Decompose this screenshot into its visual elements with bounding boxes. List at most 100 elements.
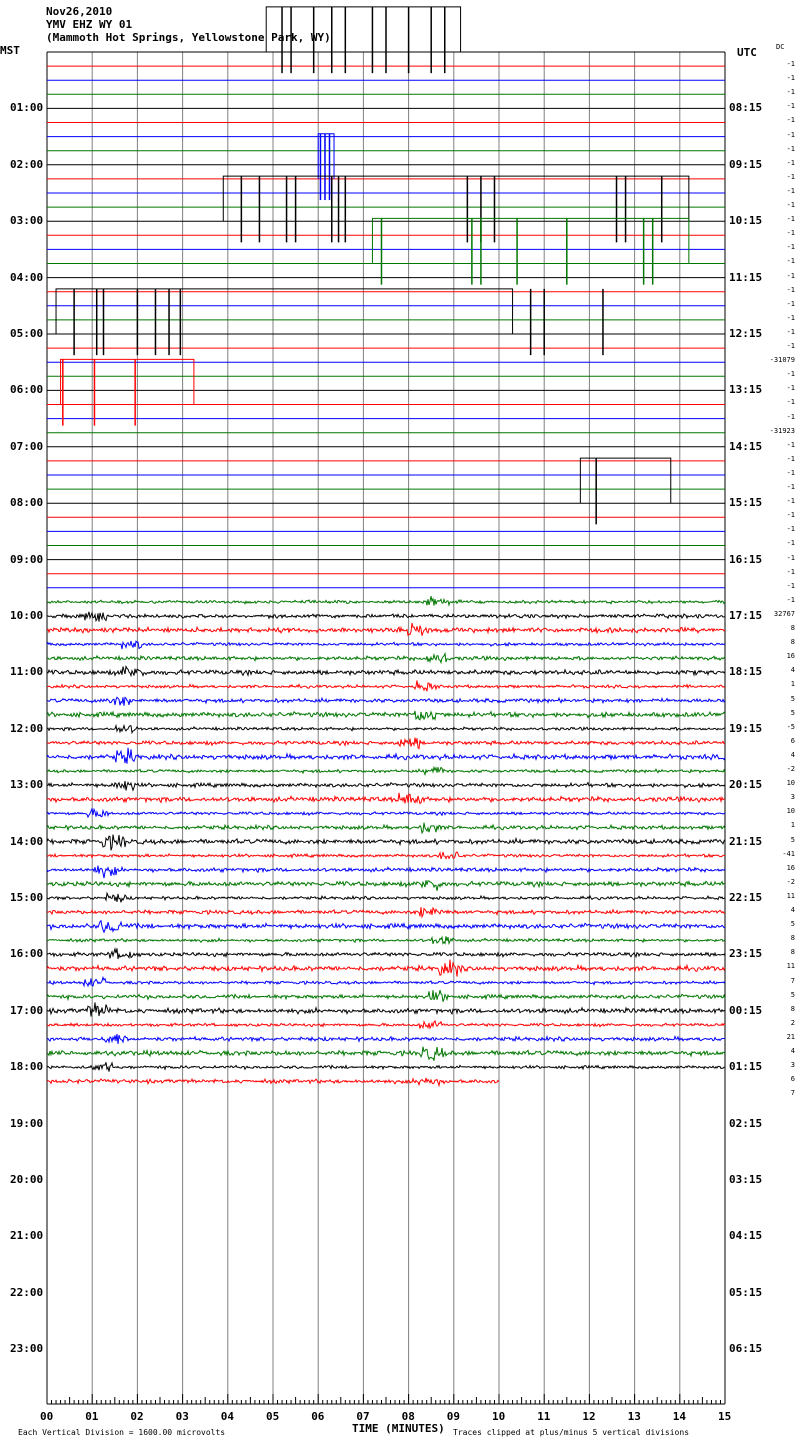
dc-offset-label: 16 (786, 652, 795, 661)
hour-label-left: 06:00 (10, 383, 44, 397)
trace-line (46, 747, 726, 764)
hour-label-right: 22:15 (729, 891, 763, 904)
trace-line (46, 723, 726, 735)
dc-offset-label: -1 (786, 384, 795, 393)
hour-label-right: 02:15 (729, 1116, 763, 1130)
dc-offset-label: 8 (790, 1004, 795, 1013)
x-tick-label: 00 (40, 1410, 54, 1423)
dc-offset-label: -1 (786, 60, 795, 68)
dc-offset-label: 8 (790, 624, 795, 632)
dc-offset-label: -1 (786, 229, 795, 238)
trace-line (46, 834, 726, 851)
dc-offset-label: -1 (786, 158, 795, 167)
clipped-pulse (371, 217, 690, 264)
trace-line (46, 807, 726, 819)
trace-line (46, 989, 726, 1002)
dc-offset-label: -1 (786, 285, 795, 294)
hour-label-right: 18:15 (729, 665, 763, 679)
dc-offset-label: 4 (790, 1047, 795, 1055)
trace-line (47, 906, 726, 919)
dc-offset-label: -31079 (769, 356, 795, 365)
trace-line (46, 710, 726, 721)
dc-offset-label: -1 (786, 172, 795, 181)
hour-label-left: 01:00 (10, 101, 44, 115)
hour-label-right: 13:15 (729, 383, 763, 397)
x-tick-label: 06 (311, 1410, 325, 1423)
dc-offset-label: -1 (786, 581, 795, 590)
hour-label-left: 03:00 (10, 214, 44, 228)
dc-offset-label: -1 (786, 468, 795, 477)
trace-line (46, 622, 726, 637)
dc-offset-label: -1 (786, 313, 795, 322)
dc-offset-label: 2 (790, 1018, 795, 1027)
dc-offset-label: -1 (786, 130, 795, 139)
hour-label-left: 18:00 (10, 1060, 44, 1074)
dc-offset-label: -1 (786, 201, 795, 209)
hour-label-left: 10:00 (10, 609, 44, 622)
dc-offset-label: -1 (786, 412, 795, 421)
footer-vertical-division: Each Vertical Division = 1600.00 microvo… (18, 1428, 226, 1437)
hour-label-left: 16:00 (10, 947, 44, 961)
x-tick-label: 02 (130, 1410, 144, 1423)
dc-offset-label: 5 (790, 835, 795, 844)
x-tick-label: 08 (401, 1410, 415, 1423)
trace-line (46, 596, 726, 607)
header-date: Nov26,2010 (46, 5, 113, 18)
dc-offset-label: 3 (790, 1061, 795, 1070)
dc-offset-label: 21 (786, 1032, 795, 1041)
dc-offset-label: -2 (786, 877, 795, 886)
x-tick-label: 13 (627, 1410, 641, 1423)
dc-offset-label: 32767 (773, 609, 795, 618)
hour-label-left: 04:00 (10, 270, 44, 284)
hour-label-right: 09:15 (729, 157, 763, 171)
dc-offset-label: 11 (786, 891, 795, 900)
hour-label-left: 15:00 (10, 891, 44, 904)
header-station: YMV EHZ WY 01 (46, 18, 133, 31)
dc-offset-label: -1 (786, 144, 795, 153)
x-axis-title: TIME (MINUTES) (352, 1422, 445, 1435)
trace-line (46, 959, 726, 977)
dc-offset-label: 5 (790, 694, 795, 703)
clipped-pulse (60, 358, 195, 405)
dc-offset-label: 8 (790, 948, 795, 957)
x-tick-label: 10 (492, 1410, 506, 1423)
dc-offset-label: -1 (786, 186, 795, 195)
trace-line (46, 1002, 726, 1017)
dc-offset-label: 5 (790, 990, 795, 999)
dc-offset-label: -1 (786, 370, 795, 379)
dc-offset-label: -1 (786, 243, 795, 252)
x-tick-label: 15 (718, 1410, 732, 1423)
hour-label-left: 23:00 (10, 1342, 44, 1356)
dc-offset-label: 5 (790, 708, 795, 717)
dc-offset-label: -1 (786, 215, 795, 224)
dc-offset-label: -1 (786, 88, 795, 97)
trace-line (46, 919, 726, 934)
hour-label-right: 19:15 (729, 721, 763, 735)
trace-line (46, 781, 726, 792)
dc-offset-label: 1 (790, 821, 795, 830)
dc-offset-label: -1 (786, 440, 795, 449)
dc-offset-label: -41 (782, 849, 795, 858)
dc-offset-label: -1 (786, 454, 795, 463)
hour-label-left: 17:00 (10, 1003, 44, 1017)
hour-label-right: 20:15 (729, 778, 763, 792)
dc-offset-label: -1 (786, 567, 795, 576)
hour-label-left: 21:00 (10, 1229, 44, 1243)
hour-label-right: 15:15 (729, 496, 763, 510)
hour-label-left: 02:00 (10, 157, 44, 171)
hour-label-left: 14:00 (10, 834, 44, 848)
trace-line (46, 946, 726, 960)
clipped-pulse (222, 175, 690, 222)
clipped-pulse (317, 133, 335, 179)
trace-line (46, 1046, 726, 1061)
dc-offset-label: -1 (786, 116, 795, 125)
dc-offset-label: -1 (786, 511, 795, 520)
clipped-pulse (55, 288, 514, 334)
x-tick-label: 04 (220, 1410, 235, 1423)
dc-offset-label: 1 (790, 680, 795, 689)
hour-label-left: 08:00 (10, 496, 44, 510)
dc-offset-label: -1 (786, 327, 795, 336)
trace-line (46, 975, 726, 988)
hour-label-right: 05:15 (729, 1285, 763, 1299)
dc-offset-label: 11 (786, 962, 795, 971)
